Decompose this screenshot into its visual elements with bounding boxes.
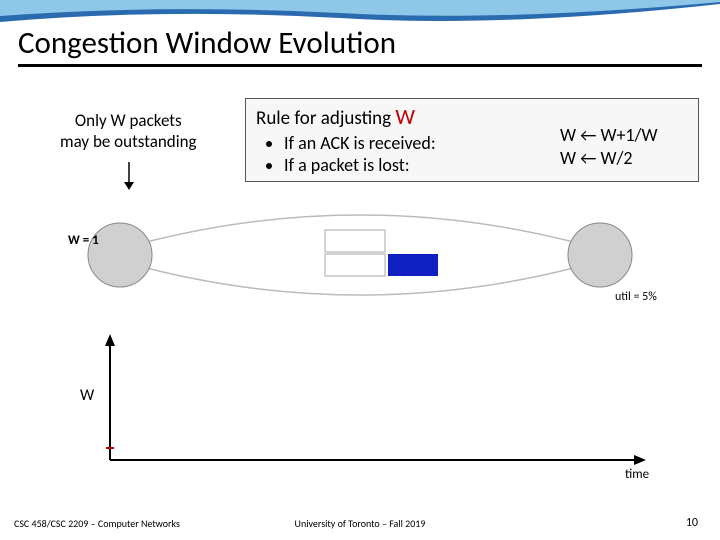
svg-text:util = 5%: util = 5% xyxy=(615,290,657,304)
footer-university: University of Toronto – Fall 2019 xyxy=(0,517,720,530)
down-arrow-icon xyxy=(122,162,136,196)
network-diagram: W = 1 util = 5% xyxy=(60,200,660,320)
rule-title-prefix: Rule for adjusting xyxy=(256,107,395,130)
svg-text:W = 1: W = 1 xyxy=(68,233,99,248)
rule-updates: W ← W+1/W W ← W/2 xyxy=(560,124,658,171)
slide-title: Congestion Window Evolution xyxy=(18,24,702,67)
slide-number: 10 xyxy=(686,516,698,530)
rule-title-w: W xyxy=(395,103,415,130)
svg-text:W: W xyxy=(80,386,95,405)
svg-text:time: time xyxy=(625,467,649,482)
note-line2: may be outstanding xyxy=(60,131,197,152)
outstanding-note: Only W packets may be outstanding xyxy=(60,110,197,153)
note-line1: Only W packets xyxy=(60,110,197,131)
rule-update-ack: W ← W+1/W xyxy=(560,124,658,147)
w-time-graph: W time xyxy=(70,330,670,490)
rule-update-loss: W ← W/2 xyxy=(560,147,658,170)
